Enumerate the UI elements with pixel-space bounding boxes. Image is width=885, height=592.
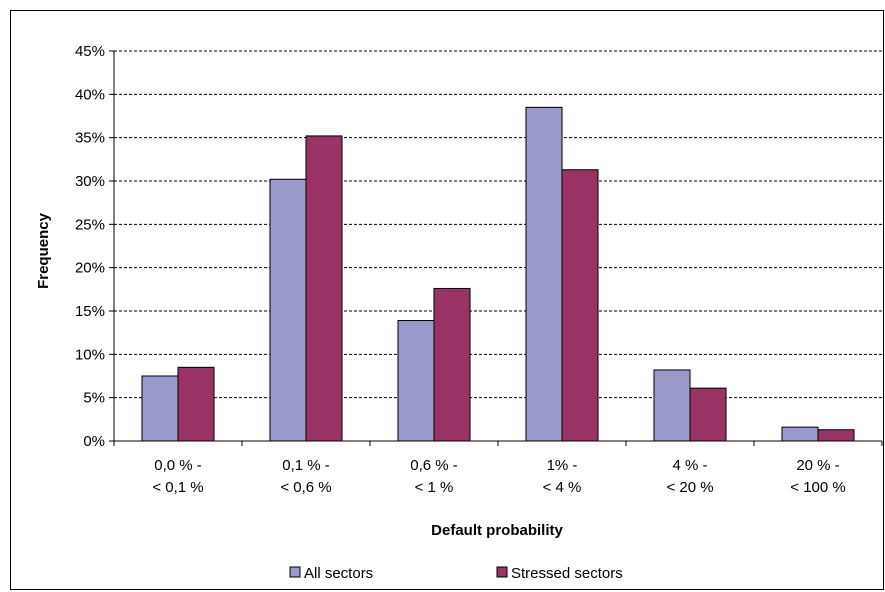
x-tick-label: < 0,6 % — [280, 479, 331, 496]
y-tick-labels: 0% 5% 10% 15% 20% 25% 30% 35% 40% 45% — [75, 43, 105, 450]
bar-all-sectors — [525, 106, 563, 442]
x-tick-label: 0,1 % - — [282, 457, 330, 474]
x-tick-label: 0,0 % - — [154, 457, 202, 474]
y-axis-title: Frequency — [35, 212, 52, 289]
x-tick-label: 4 % - — [672, 457, 707, 474]
bar-stressed-sectors — [817, 429, 855, 442]
x-tick-label: 20 % - — [796, 457, 839, 474]
legend: All sectors Stressed sectors — [289, 565, 623, 582]
bar-all-sectors — [269, 178, 307, 442]
y-tick-label: 5% — [83, 390, 105, 407]
bar-stressed-sectors — [561, 169, 599, 442]
y-tick-label: 15% — [75, 303, 105, 320]
x-tick-label: < 20 % — [666, 479, 713, 496]
bar-stressed-sectors — [177, 366, 215, 442]
x-tick-label: 1% - — [547, 457, 578, 474]
legend-label: All sectors — [304, 565, 373, 582]
bar-all-sectors — [653, 369, 691, 442]
y-tick-label: 45% — [75, 43, 105, 60]
grid-lines — [114, 50, 882, 399]
y-tick-label: 30% — [75, 173, 105, 190]
legend-label: Stressed sectors — [511, 565, 623, 582]
bar-stressed-sectors — [433, 287, 471, 442]
y-tick-label: 40% — [75, 86, 105, 103]
bar-all-sectors — [781, 426, 819, 442]
bar-all-sectors — [141, 375, 179, 442]
x-tick-labels: 0,0 % - < 0,1 % 0,1 % - < 0,6 % 0,6 % - < 1 %… — [152, 457, 845, 496]
x-axis-title: Default probability — [431, 522, 563, 539]
bar-all-sectors — [397, 320, 435, 442]
bar-stressed-sectors — [689, 387, 727, 442]
bar-stressed-sectors — [305, 135, 343, 442]
x-tick-label: 0,6 % - — [410, 457, 458, 474]
legend-swatch — [496, 566, 508, 578]
legend-swatch — [289, 566, 301, 578]
x-tick-label: < 0,1 % — [152, 479, 203, 496]
y-tick-label: 35% — [75, 130, 105, 147]
axes — [109, 50, 883, 446]
y-tick-label: 0% — [83, 433, 105, 450]
x-tick-label: < 100 % — [790, 479, 845, 496]
x-tick-label: < 4 % — [543, 479, 582, 496]
y-tick-label: 20% — [75, 260, 105, 277]
y-tick-label: 25% — [75, 216, 105, 233]
x-tick-label: < 1 % — [415, 479, 454, 496]
y-tick-label: 10% — [75, 346, 105, 363]
bars — [141, 106, 855, 442]
